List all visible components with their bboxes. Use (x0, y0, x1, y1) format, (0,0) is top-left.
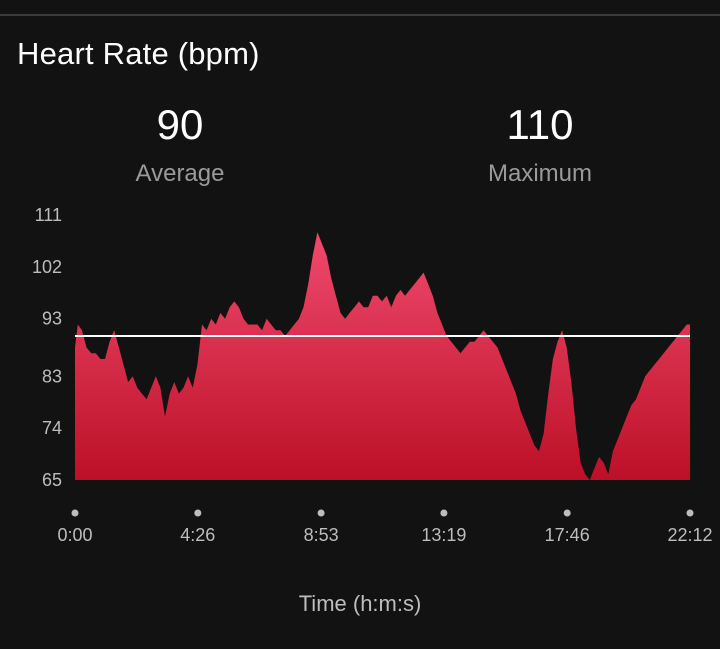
maximum-value: 110 (506, 101, 574, 148)
x-tick-dot (194, 509, 202, 517)
x-axis-title: Time (h:m:s) (298, 591, 422, 616)
x-tick-dot (440, 509, 448, 517)
average-value: 90 (156, 101, 204, 148)
x-tick-dot (686, 509, 694, 517)
x-tick-dot (317, 509, 325, 517)
x-tick-label: 22:12 (667, 525, 712, 545)
y-tick-label: 74 (42, 418, 62, 438)
y-tick-label: 83 (42, 366, 62, 386)
y-tick-label: 102 (32, 257, 62, 277)
y-tick-label: 93 (42, 309, 62, 329)
chart-title: Heart Rate (bpm) (17, 36, 260, 71)
x-tick-dot (563, 509, 571, 517)
x-tick-label: 8:53 (304, 525, 339, 545)
average-label: Average (135, 160, 225, 187)
maximum-label: Maximum (487, 160, 592, 187)
heart-rate-area (75, 232, 690, 480)
top-divider (0, 14, 720, 16)
x-tick-dot (71, 509, 79, 517)
y-tick-label: 111 (35, 205, 62, 225)
average-stat: 90 Average (60, 104, 300, 188)
x-tick-label: 4:26 (180, 525, 215, 545)
x-axis: 0:00 4:26 8:53 13:19 17:46 22:12 (57, 509, 713, 545)
x-tick-label: 13:19 (421, 525, 466, 545)
maximum-stat: 110 Maximum (420, 104, 660, 188)
y-axis: 111 102 93 83 74 65 (32, 205, 62, 490)
y-tick-label: 65 (42, 470, 62, 490)
x-tick-label: 17:46 (545, 525, 590, 545)
x-tick-label: 0:00 (57, 525, 92, 545)
